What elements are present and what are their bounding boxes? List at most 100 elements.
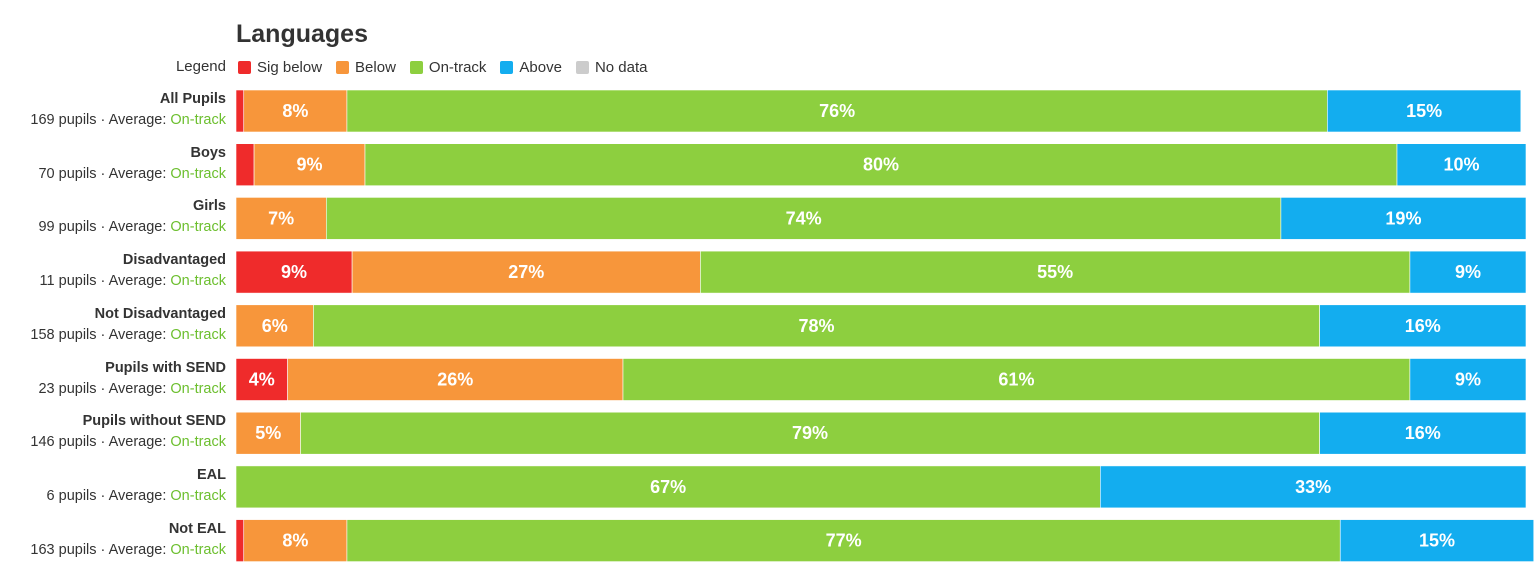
bar-segment-sig-below[interactable] xyxy=(235,519,245,562)
bar-segment-above[interactable] xyxy=(1319,304,1527,348)
data-label: 6% xyxy=(262,316,288,336)
data-label: 15% xyxy=(1406,101,1442,121)
row-summary: 23 pupils · Average: On-track xyxy=(38,378,226,400)
legend-item-above[interactable]: Above xyxy=(500,59,562,76)
data-label: 19% xyxy=(1385,208,1421,228)
bar-segment-below[interactable] xyxy=(243,89,348,133)
bar-segment-below[interactable] xyxy=(243,519,348,562)
bar-row[interactable]: 5% 79% 16% xyxy=(235,411,1527,455)
pupil-count: 23 pupils · Average: xyxy=(38,380,171,397)
data-label: 27% xyxy=(508,262,544,282)
bar-row[interactable]: 8% 76% 15% xyxy=(235,89,1522,133)
pupil-count: 163 pupils · Average: xyxy=(30,541,171,558)
bar-segment-above[interactable] xyxy=(1319,411,1527,455)
bar-segment-above[interactable] xyxy=(1327,89,1522,133)
bar-segment-on-track[interactable] xyxy=(364,143,1398,186)
bar-row[interactable]: 7% 74% 19% xyxy=(235,197,1527,240)
data-label: 26% xyxy=(437,370,473,390)
row-group-name: Pupils without SEND xyxy=(82,413,226,430)
bar-segment-below[interactable] xyxy=(351,250,701,294)
legend-item-label: On-track xyxy=(428,58,487,76)
average-value: On-track xyxy=(170,434,226,451)
bar-segment-on-track[interactable] xyxy=(700,250,1411,294)
bar-segment-below[interactable] xyxy=(235,197,327,240)
row-group-name: Not EAL xyxy=(168,520,226,537)
average-value: On-track xyxy=(170,541,226,558)
bar-segment-sig-below[interactable] xyxy=(235,250,353,294)
pupil-count: 146 pupils · Average: xyxy=(30,434,171,451)
bar-row[interactable]: 9% 27% 55% 9% xyxy=(235,250,1527,294)
bar-segment-on-track[interactable] xyxy=(346,519,1341,562)
pupil-count: 11 pupils · Average: xyxy=(39,273,171,290)
legend-item-no-data[interactable]: No data xyxy=(575,59,648,76)
bar-segment-on-track[interactable] xyxy=(313,304,1320,348)
row-group-name: Boys xyxy=(190,144,226,161)
data-label: 74% xyxy=(786,208,822,228)
data-label: 79% xyxy=(792,423,828,443)
bar-segment-above[interactable] xyxy=(1339,519,1535,562)
row-label: Pupils with SEND 23 pupils · Average: On-… xyxy=(38,358,226,400)
bar-segment-sig-below[interactable] xyxy=(235,89,245,133)
legend-swatch xyxy=(409,60,423,74)
data-label: 9% xyxy=(1455,262,1481,282)
bar-segment-on-track[interactable] xyxy=(346,89,1328,133)
legend-swatch xyxy=(575,60,589,74)
data-label: 80% xyxy=(863,155,899,175)
legend-item-below[interactable]: Below xyxy=(336,59,396,76)
data-label: 4% xyxy=(249,370,275,390)
row-label: All Pupils 169 pupils · Average: On-track xyxy=(30,89,226,131)
bar-segment-above[interactable] xyxy=(1100,465,1527,509)
bar-segment-sig-below[interactable] xyxy=(235,143,255,186)
pupil-count: 70 pupils · Average: xyxy=(38,165,171,182)
bar-segment-above[interactable] xyxy=(1409,358,1527,401)
average-value: On-track xyxy=(170,219,226,236)
data-label: 16% xyxy=(1405,316,1441,336)
row-summary: 99 pupils · Average: On-track xyxy=(38,216,226,238)
bar-row[interactable]: 67% 33% xyxy=(235,465,1527,509)
row-group-name: EAL xyxy=(197,466,226,483)
row-label: Not Disadvantaged 158 pupils · Average: O… xyxy=(30,304,226,346)
bar-segment-sig-below[interactable] xyxy=(235,358,288,401)
average-value: On-track xyxy=(170,165,226,182)
data-label: 78% xyxy=(798,316,834,336)
data-label: 5% xyxy=(255,423,281,443)
bar-segment-on-track[interactable] xyxy=(300,411,1320,455)
bar-row[interactable]: 9% 80% 10% xyxy=(235,143,1527,186)
bar-segment-above[interactable] xyxy=(1409,250,1527,294)
bar-row[interactable]: 6% 78% 16% xyxy=(235,304,1527,348)
data-label: 77% xyxy=(826,531,862,551)
data-label: 76% xyxy=(819,101,855,121)
pupil-count: 158 pupils · Average: xyxy=(30,326,171,343)
legend-label: Legend xyxy=(175,58,226,75)
row-summary: 169 pupils · Average: On-track xyxy=(30,109,226,131)
legend-item-sig-below[interactable]: Sig below xyxy=(238,59,322,76)
average-value: On-track xyxy=(170,326,226,343)
bar-segment-above[interactable] xyxy=(1396,143,1527,186)
bar-segment-on-track[interactable] xyxy=(325,197,1282,240)
row-summary: 11 pupils · Average: On-track xyxy=(40,270,226,292)
data-label: 9% xyxy=(281,262,307,282)
bar-row[interactable]: 4% 26% 61% 9% xyxy=(235,358,1527,401)
bar-segment-below[interactable] xyxy=(253,143,366,186)
row-group-name: Pupils with SEND xyxy=(105,359,226,376)
bar-row[interactable]: 8% 77% 15% xyxy=(235,519,1535,562)
bar-segment-above[interactable] xyxy=(1280,197,1527,240)
data-label: 16% xyxy=(1405,423,1441,443)
pupil-count: 6 pupils · Average: xyxy=(46,487,171,504)
pupil-count: 99 pupils · Average: xyxy=(38,219,171,236)
legend-item-label: Sig below xyxy=(257,58,323,76)
data-label: 10% xyxy=(1443,155,1479,175)
data-label: 7% xyxy=(268,208,294,228)
legend-items: Sig below Below On-track Above No data xyxy=(238,58,648,76)
average-value: On-track xyxy=(170,112,226,128)
row-label: Not EAL 163 pupils · Average: On-track xyxy=(30,519,226,561)
row-group-name: Girls xyxy=(192,198,226,215)
legend-item-label: Above xyxy=(519,58,562,76)
legend-item-on-track[interactable]: On-track xyxy=(409,58,487,76)
legend-swatch xyxy=(238,60,251,74)
data-label: 67% xyxy=(650,477,686,497)
bar-segment-on-track[interactable] xyxy=(235,465,1101,509)
row-summary: 163 pupils · Average: On-track xyxy=(30,539,226,561)
bar-segment-below[interactable] xyxy=(235,304,314,348)
